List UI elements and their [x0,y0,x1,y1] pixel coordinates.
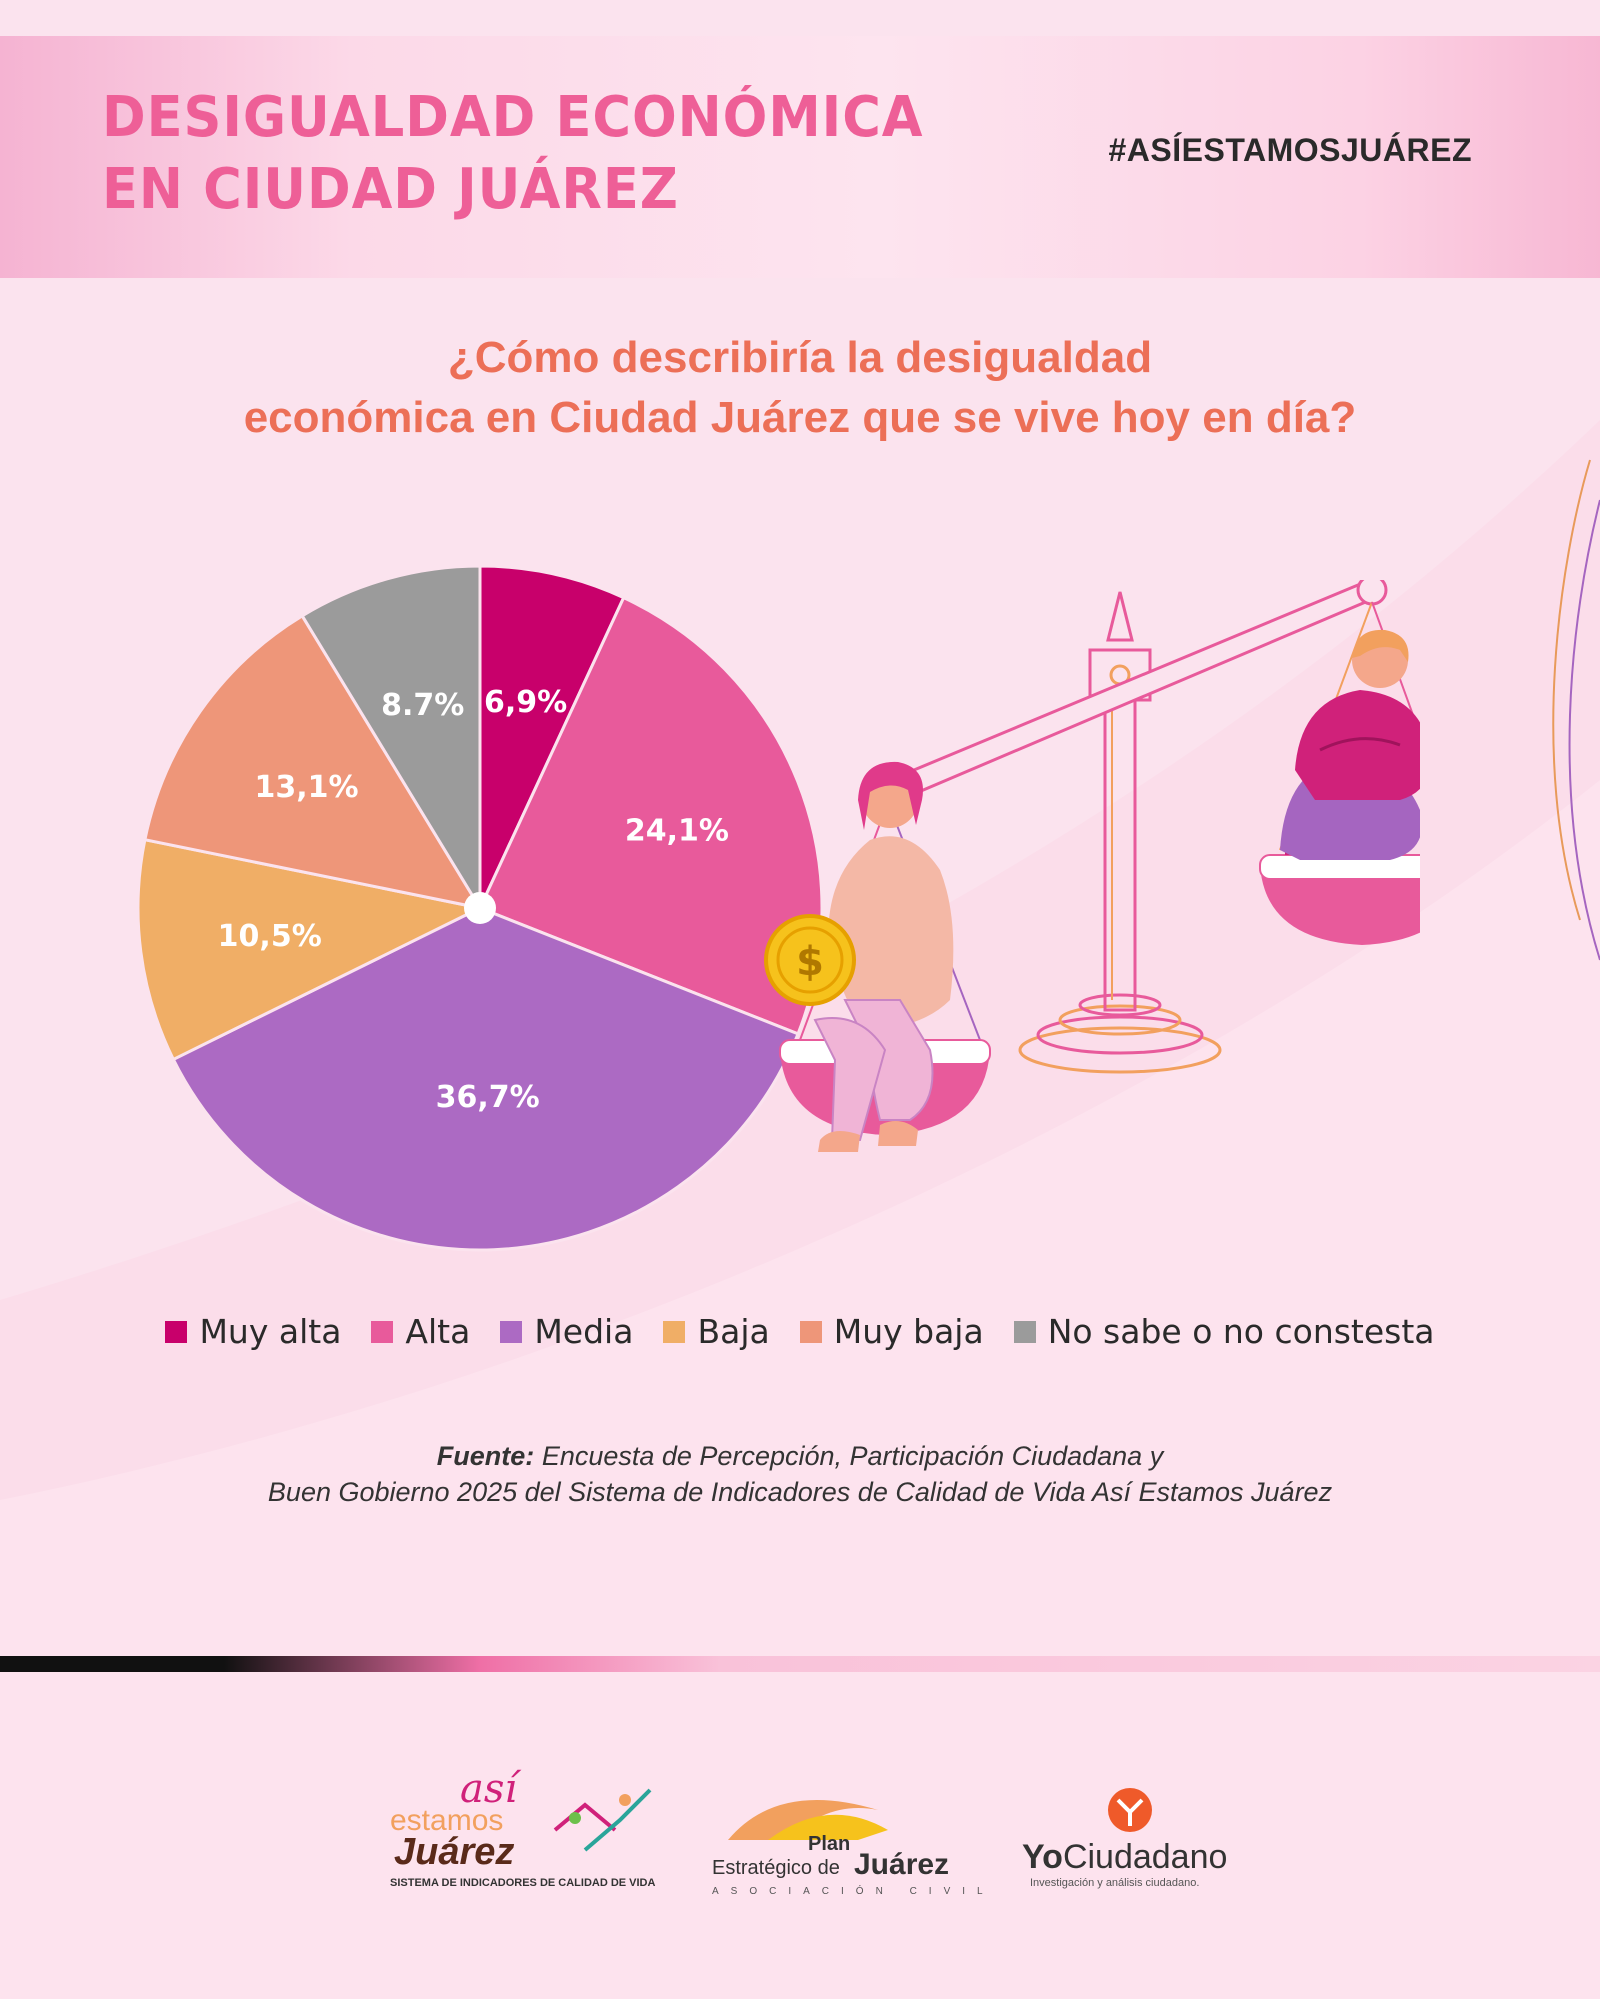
legend-item-baja: Baja [663,1312,770,1351]
page-title-line-1: DESIGUALDAD ECONÓMICA [102,85,924,150]
logo-plan-word: Plan [808,1833,850,1855]
header-band [0,36,1600,278]
legend-label: Muy alta [199,1312,342,1351]
footer-divider [0,1656,1600,1672]
legend-swatch [500,1320,523,1343]
pie-slice-muy-alta [478,564,626,909]
source-line-1: Fuente: Encuesta de Percepción, Particip… [0,1438,1600,1474]
pie-chart: 6,9% 24,1% 36,7% 10,5% 13,1% 8.7% [136,564,824,1252]
footer-logos: así estamos Juárez SISTEMA DE INDICADORE… [0,1760,1600,1920]
logo-estrategico-word: Estratégico de [712,1857,840,1879]
legend-item-no-sabe-o-no-constesta: No sabe o no constesta [1013,1312,1435,1351]
legend-item-muy-alta: Muy alta [165,1312,341,1351]
logo-plan-subtitle: ASOCIACIÓN CIVIL [712,1884,995,1897]
legend-label: Muy baja [833,1312,984,1351]
plan-estrategico-logo: Plan Estratégico de Juárez ASOCIACIÓN CI… [712,1800,995,1897]
legend-label: Baja [697,1312,770,1351]
logo-asi-subtitle: SISTEMA DE INDICADORES DE CALIDAD DE VID… [390,1877,656,1889]
legend-label: Alta [405,1312,471,1351]
legend-item-media: Media [500,1312,633,1351]
pie-center-dot [464,892,496,924]
logo-asi-word: así [460,1766,522,1812]
page-title: DESIGUALDAD ECONÓMICA EN CIUDAD JUÁREZ [102,82,923,226]
woman-with-coin-figure: $ [764,761,954,1152]
source-label: Fuente: [436,1441,535,1471]
logo-estamos-word: estamos [390,1804,503,1837]
pie-label-alta: 24,1% [625,813,729,848]
chart-title: ¿Cómo describiría la desigualdad económi… [0,328,1600,448]
sitting-man-figure [1280,629,1420,860]
pie-slice-muy-baja [143,613,484,911]
source-text-1: Encuesta de Percepción, Participación Ci… [541,1441,1164,1471]
legend-label: No sabe o no constesta [1047,1312,1435,1351]
balance-scale-illustration: $ [764,580,1420,1152]
pie-label-muy-baja: 13,1% [254,770,358,805]
page-title-line-2: EN CIUDAD JUÁREZ [102,157,679,222]
legend-item-muy-baja: Muy baja [799,1312,984,1351]
pie-slice-baja [136,837,485,1062]
coin-symbol: $ [796,939,824,985]
pie-label-media: 36,7% [436,1080,540,1115]
legend-swatch [799,1320,822,1343]
pie-label-baja: 10,5% [218,919,322,954]
legend-swatch [1013,1320,1036,1343]
source-text-2: Buen Gobierno 2025 del Sistema de Indica… [267,1477,1333,1507]
legend-item-alta: Alta [371,1312,470,1351]
logo-yo-word: Yo [1022,1838,1063,1876]
source-note: Fuente: Encuesta de Percepción, Particip… [0,1438,1600,1510]
hashtag: #ASÍESTAMOSJUÁREZ [1108,132,1472,168]
pie-slice-media [171,906,800,1252]
chart-title-line-2: económica en Ciudad Juárez que se vive h… [243,393,1357,442]
logo-ciudadano-word: Ciudadano [1063,1838,1227,1876]
pie-label-no-sabe-o-no-constesta: 8.7% [381,688,464,723]
pie-slice-no-sabe-o-no-constesta [300,564,482,914]
chart-title-line-1: ¿Cómo describiría la desigualdad [447,333,1153,382]
legend-swatch [165,1320,188,1343]
scale-right-pan [1259,854,1420,945]
legend-label: Media [534,1312,634,1351]
pie-label-muy-alta: 6,9% [484,685,567,720]
asi-estamos-juarez-logo: así estamos Juárez SISTEMA DE INDICADORE… [390,1766,656,1889]
logo-yo-ciudadano-text: YoCiudadano [1022,1838,1227,1876]
logo-yo-subtitle: Investigación y análisis ciudadano. [1030,1877,1199,1889]
logo-juarez-word: Juárez [394,1831,514,1873]
chart-legend: Muy alta Alta Media Baja Muy baja No sabe o n… [0,1312,1600,1351]
legend-swatch [663,1320,686,1343]
logo-plan-juarez-word: Juárez [854,1848,949,1881]
legend-swatch [371,1320,394,1343]
yo-ciudadano-logo: YoCiudadano Investigación y análisis ciu… [1022,1788,1227,1889]
